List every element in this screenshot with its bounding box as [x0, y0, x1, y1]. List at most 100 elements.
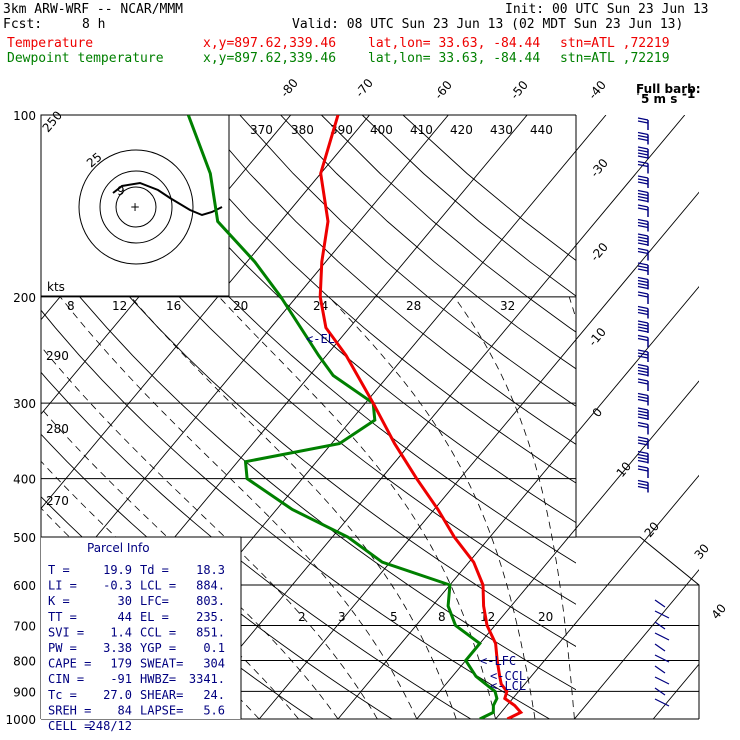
wind-barb-14-flag-0 — [637, 320, 649, 324]
model-title: 3km ARW-WRF -- NCAR/MMM — [3, 2, 184, 17]
isotherm-label--30: -30 — [588, 156, 611, 180]
parcel-row-0-col-1: 19.9 — [103, 563, 132, 577]
wind-barb-8-flag-2 — [637, 239, 649, 243]
wind-barb-25-flag-0 — [637, 479, 649, 484]
annotation-lcl: <-LCL — [490, 679, 526, 693]
wind-barb-2-flag-2 — [637, 152, 649, 156]
wind-barb-11-flag-1 — [637, 279, 649, 284]
speed-label-8: 8 — [67, 299, 75, 313]
pressure-label-100: 100 — [13, 109, 36, 123]
parcel-row-9-col-0: SREH = — [48, 703, 91, 717]
parcel-row-3-col-2: EL = — [140, 610, 169, 624]
parcel-row-5-col-1: 3.38 — [103, 641, 132, 655]
parcel-row-10-col-0: CELL = — [48, 719, 91, 733]
wind-barb-4-flag-1 — [637, 178, 649, 182]
wind-barb-4-flag-0 — [637, 175, 649, 179]
hodograph-units: kts — [47, 280, 65, 294]
moist-adiabat-30 — [453, 296, 575, 719]
mixing-ratio-label-8: 8 — [438, 610, 446, 624]
isotherm--60 — [41, 115, 370, 510]
dry-adiabat-label-270: 270 — [46, 494, 69, 508]
moist-adiabat-5 — [41, 345, 378, 719]
speed-label-32: 32 — [500, 299, 515, 313]
isotherm--50 — [41, 115, 449, 604]
pressure-label-1000: 1000 — [5, 713, 36, 727]
wind-barb-18-flag-0 — [637, 378, 649, 382]
speed-label-12: 12 — [112, 299, 127, 313]
parcel-row-8-col-0: Tc = — [48, 688, 77, 702]
wind-barb-1-flag-0 — [637, 131, 649, 136]
parcel-row-4-col-1: 1.4 — [110, 625, 132, 639]
parcel-row-2-col-0: K = — [48, 594, 70, 608]
isotherm-label-0: 0 — [590, 405, 606, 420]
moist-adiabat-25 — [328, 296, 536, 719]
theta-e-label-400: 400 — [370, 123, 393, 137]
pressure-label-400: 400 — [13, 473, 36, 487]
parcel-row-7-col-0: CIN = — [48, 672, 84, 686]
chart-header: 3km ARW-WRF -- NCAR/MMM Init: 00 UTC Sun… — [0, 0, 740, 70]
wind-barb-19-flag-0 — [637, 392, 649, 397]
speed-label-28: 28 — [406, 299, 421, 313]
isotherm-0 — [337, 285, 699, 719]
isotherm-40 — [652, 663, 699, 719]
dry-adiabat-390 — [280, 115, 576, 370]
isotherm-50 — [732, 115, 740, 719]
parcel-row-9-col-1: 84 — [118, 703, 132, 717]
wind-barb-2-flag-3 — [637, 155, 649, 159]
dry-adiabat-290 — [41, 371, 472, 719]
isotherm-label--50: -50 — [508, 78, 531, 102]
parcel-row-1-col-0: LI = — [48, 579, 77, 593]
theta-e-label-420: 420 — [450, 123, 473, 137]
wind-barb-13-flag-2 — [637, 311, 649, 316]
legend-dewpoint-latlon: lat,lon= 33.63, -84.44 — [368, 51, 541, 66]
wind-barb-14-flag-2 — [637, 326, 649, 330]
parcel-row-5-col-2: YGP = — [140, 641, 176, 655]
dry-adiabat-320 — [41, 184, 576, 647]
parcel-row-10-col-1: 248/12 — [89, 719, 132, 733]
wind-barb-17-flag-2 — [637, 369, 649, 374]
wind-barb-21-flag-0 — [637, 421, 649, 426]
wind-barb-8-flag-0 — [637, 233, 649, 237]
parcel-info-box: Parcel Info T = 19.9 Td = 18.3 LI = -0.3 LCL =… — [41, 536, 242, 733]
wind-barb-17-flag-0 — [637, 363, 649, 368]
hodograph-center-mark: + — [130, 200, 140, 214]
wind-barb-6-flag-1 — [637, 207, 649, 211]
pressure-axis-labels: 100 200 300 400 500 600 700 800 900 1000 — [5, 109, 36, 727]
parcel-row-2-col-3: 803. — [196, 594, 225, 608]
parcel-row-6-col-3: 304 — [203, 657, 225, 671]
parcel-row-9-col-2: LAPSE= — [140, 703, 183, 717]
mixing-ratio-label-3: 3 — [338, 610, 346, 624]
wind-barb-11-flag-3 — [637, 285, 649, 290]
parcel-row-4-col-2: CCL = — [140, 625, 176, 639]
wind-barb-23-flag-0 — [637, 450, 649, 455]
wind-key-exponent: -1 — [682, 87, 695, 101]
dry-adiabat-360 — [157, 115, 576, 484]
parcel-row-3-col-3: 235. — [196, 610, 225, 624]
wind-barb-20-flag-0 — [637, 407, 649, 411]
wind-barb-1-flag-2 — [637, 137, 649, 142]
legend-dewpoint-name: Dewpoint temperature — [7, 51, 164, 66]
wind-barb-4-flag-2 — [637, 181, 649, 185]
dry-adiabat-370 — [198, 115, 576, 445]
wind-barb-20-flag-3 — [637, 416, 649, 420]
speed-labels: 8 12 16 20 24 28 32 — [67, 299, 515, 313]
wind-barb-11-flag-0 — [637, 276, 649, 281]
wind-barb-16-flag-1 — [637, 352, 649, 356]
dry-adiabat-410 — [361, 115, 576, 297]
dry-adiabat-380 — [239, 115, 576, 407]
pressure-label-900: 900 — [13, 685, 36, 699]
parcel-row-0-col-2: Td = — [140, 563, 169, 577]
dry-adiabat-label-280: 280 — [46, 422, 69, 436]
wind-barb-9-flag-0 — [637, 247, 649, 252]
isotherm-label--20: -20 — [588, 240, 611, 264]
moist-adiabat--5 — [41, 460, 299, 719]
pressure-label-700: 700 — [13, 619, 36, 633]
mixing-ratio-labels: 2 3 5 8 12 20 — [298, 610, 553, 624]
theta-e-label-370: 370 — [250, 123, 273, 137]
theta-e-label-440: 440 — [530, 123, 553, 137]
wind-barb-17-flag-3 — [637, 372, 649, 377]
theta-e-labels: 370 380 390 400 410 420 430 440 — [250, 123, 553, 137]
legend-dewpoint-xy: x,y=897.62,339.46 — [203, 51, 337, 66]
annotation-el: <-EL — [306, 332, 335, 346]
